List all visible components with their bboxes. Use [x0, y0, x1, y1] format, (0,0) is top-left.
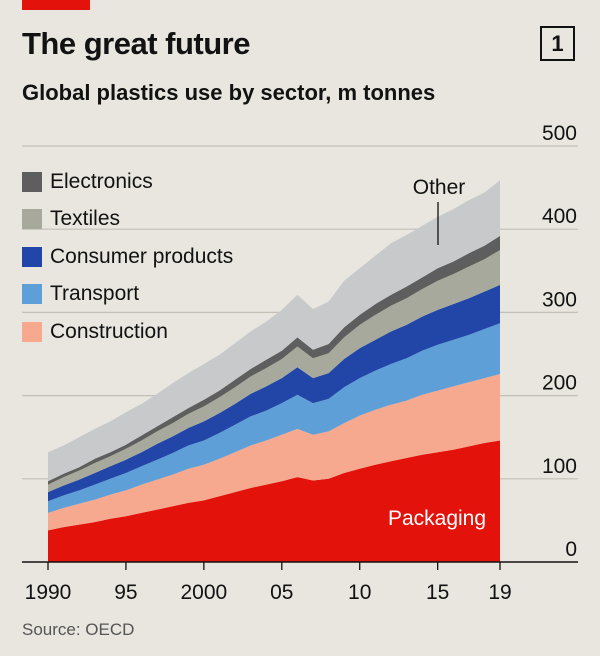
- chart-number-badge: 1: [540, 26, 575, 61]
- legend-item-electronics: Electronics: [22, 163, 233, 201]
- x-tick-label-1990: 1990: [25, 581, 72, 604]
- x-tick-label-1995: 95: [114, 581, 137, 604]
- legend-item-consumer-products: Consumer products: [22, 238, 233, 276]
- label-other: Other: [413, 176, 466, 199]
- area-construction: [48, 374, 500, 531]
- y-tick-label-300: 300: [542, 288, 577, 311]
- area-other: [48, 180, 500, 482]
- x-tick-label-2000: 2000: [181, 581, 228, 604]
- y-tick-label-400: 400: [542, 205, 577, 228]
- area-transport: [48, 323, 500, 513]
- area-textiles: [48, 250, 500, 493]
- y-tick-label-100: 100: [542, 455, 577, 478]
- legend-label-transport: Transport: [50, 282, 140, 306]
- legend-item-transport: Transport: [22, 276, 233, 314]
- area-packaging: [48, 440, 500, 562]
- legend-swatch-electronics: [22, 171, 42, 192]
- chart-title: The great future: [22, 26, 250, 61]
- legend-label-consumer-products: Consumer products: [50, 244, 234, 268]
- legend-swatch-consumer-products: [22, 246, 42, 267]
- x-tick-label-2015: 15: [426, 581, 449, 604]
- x-tick-label-2019: 19: [488, 581, 511, 604]
- legend-label-electronics: Electronics: [50, 169, 153, 193]
- legend: Electronics Textiles Consumer products Tran…: [22, 163, 233, 351]
- legend-swatch-construction: [22, 321, 42, 342]
- legend-label-construction: Construction: [50, 319, 168, 343]
- x-tick-label-2005: 05: [270, 581, 293, 604]
- legend-item-textiles: Textiles: [22, 201, 233, 239]
- area-electronics: [48, 235, 500, 485]
- y-tick-label-500: 500: [542, 122, 577, 145]
- x-tick-label-2010: 10: [348, 581, 371, 604]
- legend-item-construction: Construction: [22, 313, 233, 351]
- chart-subtitle: Global plastics use by sector, m tonnes: [22, 80, 436, 105]
- y-tick-label-0: 0: [565, 538, 577, 561]
- area-consumer-products: [48, 284, 500, 502]
- y-tick-label-200: 200: [542, 372, 577, 395]
- legend-swatch-transport: [22, 284, 42, 305]
- label-packaging: Packaging: [388, 507, 486, 530]
- legend-label-textiles: Textiles: [50, 207, 121, 231]
- source-note: Source: OECD: [22, 620, 135, 639]
- legend-swatch-textiles: [22, 209, 42, 230]
- brand-red-tag: [22, 0, 90, 10]
